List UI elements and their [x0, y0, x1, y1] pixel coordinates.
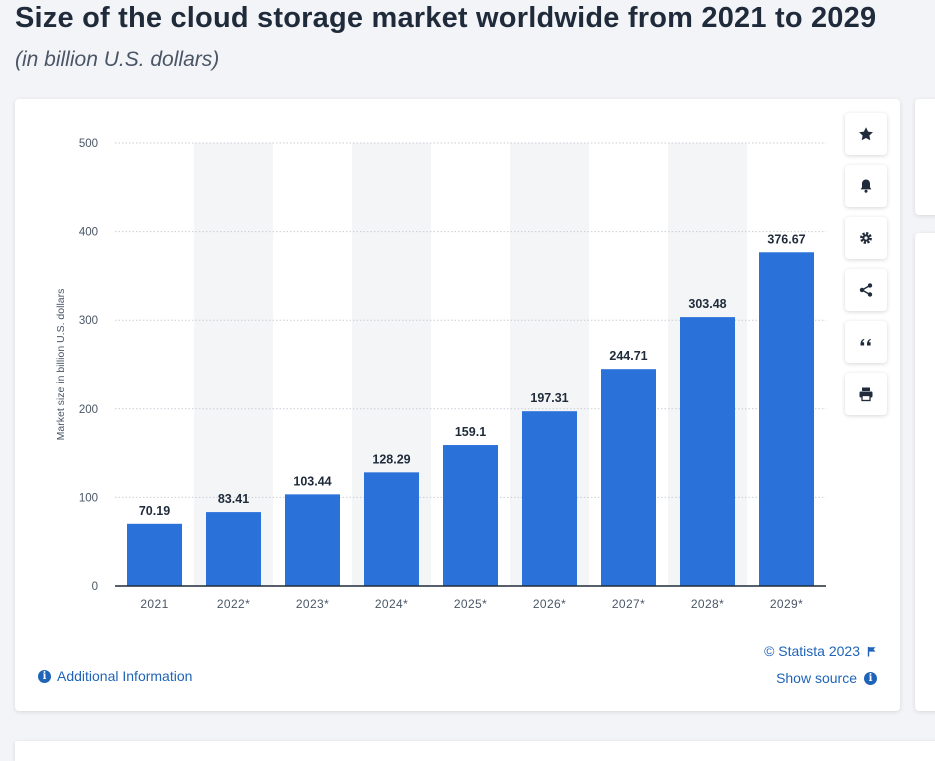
chart-card — [15, 99, 900, 711]
additional-information-label: Additional Information — [57, 668, 193, 684]
x-tick-label: 2025* — [454, 597, 487, 611]
show-source-label: Show source — [776, 670, 857, 686]
bar — [364, 472, 419, 586]
y-tick-label: 200 — [79, 404, 98, 416]
cite-button[interactable] — [845, 321, 887, 363]
y-tick-label: 300 — [79, 315, 98, 327]
bar — [522, 411, 577, 586]
star-icon — [859, 127, 873, 141]
x-tick-label: 2029* — [770, 597, 803, 611]
print-button[interactable] — [845, 373, 887, 415]
info-icon: i — [38, 669, 51, 683]
x-tick-label: 2024* — [375, 597, 408, 611]
gear-icon — [860, 232, 872, 244]
x-tick-label: 2021 — [140, 597, 168, 611]
notification-button[interactable] — [845, 165, 887, 207]
data-label: 303.48 — [688, 297, 726, 311]
x-tick-label: 2023* — [296, 597, 329, 611]
quote-icon — [860, 338, 871, 346]
copyright-label: © Statista 2023 — [764, 643, 860, 659]
bar — [443, 445, 498, 586]
additional-information-link[interactable]: i Additional Information — [38, 668, 192, 684]
page-title: Size of the cloud storage market worldwi… — [15, 2, 877, 34]
data-label: 70.19 — [139, 504, 170, 518]
settings-button[interactable] — [845, 217, 887, 259]
show-source-link[interactable]: Show source i — [776, 670, 877, 686]
data-label: 376.67 — [767, 232, 805, 246]
statista-copyright[interactable]: © Statista 2023 — [764, 643, 877, 659]
y-tick-label: 500 — [79, 138, 98, 150]
x-tick-label: 2026* — [533, 597, 566, 611]
y-axis-label: Market size in billion U.S. dollars — [55, 289, 67, 441]
data-label: 159.1 — [455, 425, 486, 439]
data-label: 83.41 — [218, 492, 249, 506]
y-tick-label: 0 — [92, 581, 98, 593]
side-panel-top — [915, 99, 935, 215]
info-icon: i — [864, 671, 877, 685]
x-tick-label: 2027* — [612, 597, 645, 611]
bar — [206, 512, 261, 586]
data-label: 128.29 — [372, 452, 410, 466]
favorite-button[interactable] — [845, 113, 887, 155]
data-label: 244.71 — [609, 349, 647, 363]
data-label: 197.31 — [530, 391, 568, 405]
bar — [601, 369, 656, 586]
y-tick-label: 400 — [79, 227, 98, 239]
page-subtitle: (in billion U.S. dollars) — [15, 48, 220, 71]
bar — [680, 317, 735, 586]
flag-icon — [867, 646, 876, 656]
share-icon — [859, 283, 873, 297]
x-tick-label: 2028* — [691, 597, 724, 611]
share-button[interactable] — [845, 269, 887, 311]
printer-icon — [859, 387, 873, 402]
data-label: 103.44 — [293, 474, 331, 488]
bar — [285, 494, 340, 586]
x-tick-label: 2022* — [217, 597, 250, 611]
bell-icon — [860, 179, 872, 193]
bar — [127, 523, 182, 586]
chart-toolbar — [845, 113, 887, 425]
bar — [759, 252, 814, 586]
side-panel-bottom — [915, 233, 935, 711]
y-tick-label: 100 — [79, 492, 98, 504]
